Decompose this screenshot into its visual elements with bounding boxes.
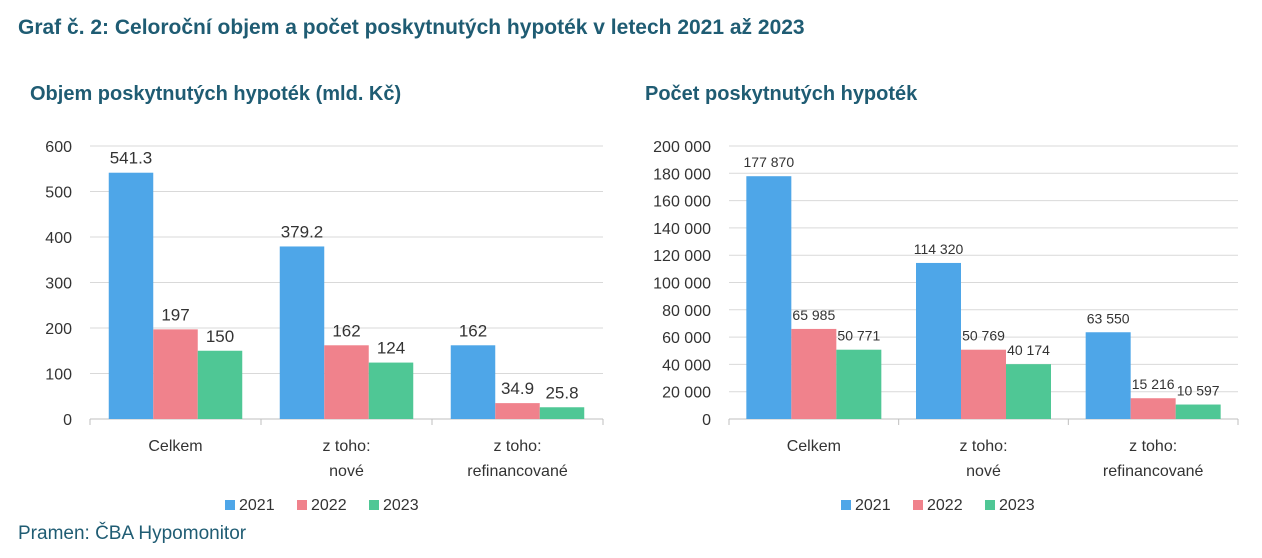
x-category-label: z toho: [493, 438, 541, 455]
chart-title-count: Počet poskytnutých hypoték [645, 83, 918, 105]
x-category-label: Celkem [148, 438, 202, 455]
y-tick-label: 200 000 [653, 139, 711, 156]
x-category-label: Celkem [787, 438, 841, 455]
legend-swatch-2022 [913, 500, 923, 510]
bar-2022 [791, 328, 837, 419]
bar-2021 [279, 246, 325, 419]
y-tick-label: 300 [45, 276, 72, 293]
data-label: 124 [377, 339, 405, 358]
x-category-label: refinancované [467, 463, 568, 480]
y-tick-label: 600 [45, 139, 72, 156]
data-label: 63 550 [1087, 310, 1130, 326]
y-tick-label: 20 000 [662, 385, 711, 402]
data-label: 379.2 [281, 222, 324, 241]
x-category-label: nové [329, 463, 364, 480]
bar-2023 [539, 407, 585, 419]
data-label: 162 [332, 321, 360, 340]
y-tick-label: 0 [702, 412, 711, 429]
data-label: 10 597 [1177, 383, 1220, 399]
bar-2023 [1175, 404, 1221, 419]
data-label: 15 216 [1132, 376, 1175, 392]
y-tick-label: 100 000 [653, 276, 711, 293]
bar-2021 [450, 345, 496, 419]
bar-2021 [746, 176, 792, 419]
bar-2021 [108, 172, 154, 419]
data-label: 65 985 [792, 307, 835, 323]
y-tick-label: 200 [45, 321, 72, 338]
bar-2021 [1085, 332, 1131, 419]
bar-2021 [916, 262, 961, 419]
y-tick-label: 80 000 [662, 303, 711, 320]
legend-label-2021: 2021 [855, 497, 891, 514]
bar-2023 [1006, 364, 1051, 419]
y-tick-label: 140 000 [653, 221, 711, 238]
y-tick-label: 100 [45, 367, 72, 384]
legend-label-2022: 2022 [927, 497, 963, 514]
x-category-label: refinancované [1103, 463, 1204, 480]
y-tick-label: 0 [63, 412, 72, 429]
bar-2023 [197, 350, 243, 419]
data-label: 162 [459, 321, 487, 340]
data-label: 150 [206, 327, 234, 346]
y-tick-label: 400 [45, 230, 72, 247]
chart-title-volume: Objem poskytnutých hypoték (mld. Kč) [30, 83, 402, 105]
bar-2022 [153, 329, 198, 419]
legend-swatch-2023 [369, 500, 379, 510]
y-tick-label: 500 [45, 185, 72, 202]
y-tick-label: 180 000 [653, 166, 711, 183]
bar-2022 [495, 403, 540, 419]
legend-label-2021: 2021 [239, 497, 275, 514]
legend-swatch-2021 [225, 500, 235, 510]
data-label: 50 771 [837, 328, 880, 344]
data-label: 541.3 [110, 149, 153, 168]
x-category-label: z toho: [322, 438, 370, 455]
x-category-label: z toho: [1129, 438, 1177, 455]
bar-2023 [368, 362, 414, 419]
y-tick-label: 60 000 [662, 330, 711, 347]
data-label: 177 870 [744, 154, 795, 170]
y-tick-label: 160 000 [653, 194, 711, 211]
data-label: 34.9 [501, 379, 534, 398]
source-note: Pramen: ČBA Hypomonitor [18, 523, 247, 544]
legend-swatch-2021 [841, 500, 851, 510]
bar-2022 [1130, 398, 1176, 419]
data-label: 50 769 [962, 328, 1005, 344]
x-category-label: nové [966, 463, 1001, 480]
page-title: Graf č. 2: Celoroční objem a počet posky… [18, 16, 805, 39]
bar-2022 [324, 345, 369, 419]
y-tick-label: 40 000 [662, 357, 711, 374]
x-category-label: z toho: [959, 438, 1007, 455]
legend-swatch-2023 [985, 500, 995, 510]
bar-2022 [961, 349, 1006, 419]
legend-label-2023: 2023 [383, 497, 419, 514]
legend-label-2023: 2023 [999, 497, 1035, 514]
data-label: 114 320 [914, 241, 964, 257]
legend-swatch-2022 [297, 500, 307, 510]
bar-2023 [836, 349, 882, 419]
data-label: 197 [161, 305, 189, 324]
data-label: 40 174 [1007, 342, 1050, 358]
y-tick-label: 120 000 [653, 248, 711, 265]
data-label: 25.8 [545, 383, 578, 402]
legend-label-2022: 2022 [311, 497, 347, 514]
